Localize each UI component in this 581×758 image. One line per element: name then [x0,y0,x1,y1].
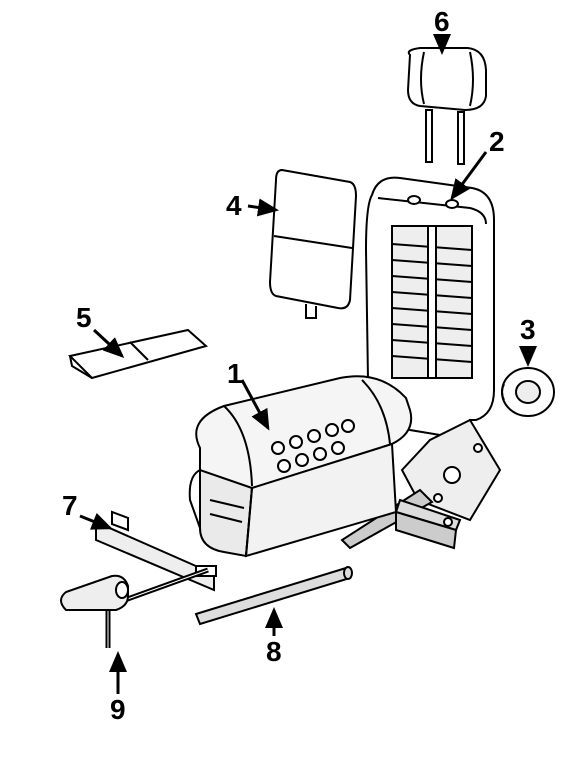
diagram-stage: 1 2 3 4 5 6 7 8 9 [0,0,581,758]
callout-4: 4 [226,190,242,222]
part-seat-cushion-pad [70,330,206,378]
callout-5: 5 [76,302,92,334]
arrow-4 [248,206,276,210]
callout-8: 8 [266,636,282,668]
part-seat-back-pad [270,170,356,318]
callout-2: 2 [489,126,505,158]
part-recliner-knob [502,368,554,416]
callout-3: 3 [520,314,536,346]
part-headrest [408,48,486,164]
parts-illustration [0,0,581,758]
callout-6: 6 [434,6,450,38]
callout-1: 1 [227,358,243,390]
callout-9: 9 [110,694,126,726]
callout-7: 7 [62,490,78,522]
part-release-handle [61,570,208,648]
